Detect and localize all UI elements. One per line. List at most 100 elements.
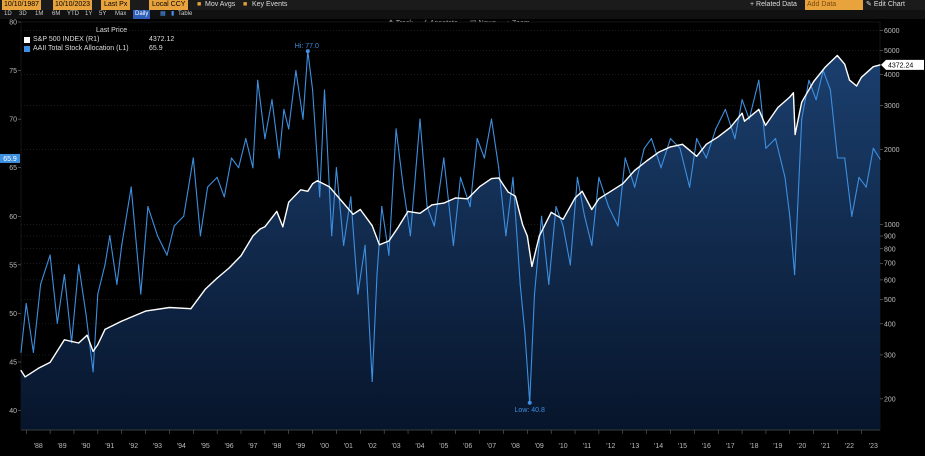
aaii-point bbox=[230, 157, 233, 159]
sp500-point bbox=[526, 235, 528, 237]
aaii-point bbox=[784, 176, 786, 178]
sp500-point bbox=[490, 178, 493, 180]
period-button-view-9[interactable]: ▦ bbox=[160, 11, 166, 17]
add-data-input[interactable]: Add Data bbox=[805, 0, 863, 10]
sp500-point bbox=[531, 265, 533, 267]
aaii-point bbox=[555, 206, 557, 208]
key-events-toggle[interactable]: Key Events bbox=[252, 1, 288, 8]
aaii-point bbox=[607, 206, 610, 208]
x-axis-label: '03 bbox=[392, 443, 401, 450]
period-button-6m[interactable]: 6M bbox=[52, 11, 61, 17]
right-axis-label: 6000 bbox=[884, 28, 900, 35]
period-toolbar bbox=[0, 10, 925, 19]
aaii-point bbox=[364, 244, 366, 246]
aaii-point bbox=[166, 254, 168, 256]
x-axis-label: '18 bbox=[749, 443, 758, 450]
aaii-point bbox=[40, 283, 42, 285]
x-axis-label: '07 bbox=[487, 443, 496, 450]
mov-avgs-checkbox-icon[interactable]: ■ bbox=[197, 1, 202, 8]
aaii-point bbox=[696, 138, 698, 140]
aaii-point bbox=[715, 128, 717, 130]
x-axis-label: '97 bbox=[248, 443, 257, 450]
mov-avgs-toggle[interactable]: Mov Avgs bbox=[205, 1, 236, 8]
sp500-point bbox=[598, 198, 600, 200]
currency-select[interactable]: Local CCY bbox=[149, 0, 189, 10]
sp500-last-value: 4372.24 bbox=[888, 62, 913, 69]
aaii-point bbox=[116, 283, 118, 285]
aaii-point bbox=[245, 138, 247, 140]
aaii-point bbox=[92, 371, 94, 373]
sp500-point bbox=[825, 66, 827, 68]
period-button-max[interactable]: Max bbox=[115, 11, 127, 17]
sp500-point bbox=[879, 64, 881, 66]
sp500-point bbox=[276, 210, 278, 212]
aaii-point bbox=[278, 157, 280, 159]
aaii-point bbox=[808, 79, 810, 81]
aaii-point bbox=[223, 196, 225, 198]
period-button-daily[interactable]: Daily bbox=[133, 10, 151, 19]
sp500-point bbox=[328, 186, 330, 188]
aaii-point bbox=[331, 235, 333, 237]
sp500-point bbox=[507, 191, 509, 193]
sp500-point bbox=[63, 339, 65, 341]
sp500-point bbox=[562, 218, 564, 220]
sp500-point bbox=[646, 160, 648, 162]
aaii-point bbox=[78, 264, 80, 266]
sp500-point bbox=[443, 202, 445, 204]
aaii-point bbox=[25, 303, 27, 305]
period-button-table[interactable]: Table bbox=[178, 11, 193, 17]
period-button-ytd[interactable]: YTD bbox=[67, 11, 79, 17]
sp500-point bbox=[758, 108, 760, 110]
sp500-point bbox=[49, 361, 51, 363]
edit-chart-button[interactable]: ✎ Edit Chart bbox=[866, 1, 905, 8]
period-button-1d[interactable]: 1D bbox=[4, 11, 12, 17]
period-button-5y[interactable]: 5Y bbox=[99, 11, 107, 17]
aaii-point bbox=[257, 79, 259, 81]
sp500-point bbox=[264, 226, 266, 228]
aaii-point bbox=[794, 274, 796, 276]
aaii-point bbox=[323, 89, 326, 91]
x-axis-label: '91 bbox=[105, 443, 114, 450]
end-date-field[interactable]: 10/10/2023 bbox=[53, 0, 93, 10]
period-button-3d[interactable]: 3D bbox=[19, 11, 27, 17]
aaii-point bbox=[741, 99, 743, 101]
x-axis-label: '88 bbox=[34, 443, 43, 450]
x-axis-label: '11 bbox=[583, 443, 592, 450]
x-axis-label: '02 bbox=[368, 443, 377, 450]
aaii-point bbox=[295, 70, 297, 72]
x-axis-label: '99 bbox=[296, 443, 305, 450]
aaii-last-tag bbox=[0, 153, 20, 163]
annotation-label: Hi: 77.0 bbox=[295, 43, 319, 50]
x-axis-label: '10 bbox=[559, 443, 568, 450]
start-date-field[interactable]: 10/10/1987 bbox=[2, 0, 42, 10]
sp500-point bbox=[522, 224, 524, 226]
sp500-point bbox=[856, 85, 858, 87]
sp500-point bbox=[378, 244, 380, 246]
aaii-point bbox=[815, 99, 817, 101]
sp500-point bbox=[696, 155, 698, 157]
sp500-point bbox=[307, 190, 309, 192]
sp500-point bbox=[407, 210, 409, 212]
aaii-point bbox=[748, 118, 750, 120]
x-axis-label: '00 bbox=[320, 443, 329, 450]
period-button-1y[interactable]: 1Y bbox=[85, 11, 93, 17]
sp500-point bbox=[622, 183, 624, 185]
aaii-point bbox=[343, 244, 345, 246]
key-events-checkbox-icon[interactable]: ■ bbox=[243, 1, 248, 8]
sp500-point bbox=[479, 186, 481, 188]
aaii-point bbox=[156, 235, 159, 237]
related-data-button[interactable]: + Related Data bbox=[750, 1, 797, 8]
aaii-point bbox=[533, 293, 536, 295]
right-axis-label: 600 bbox=[884, 277, 896, 284]
sp500-point bbox=[228, 267, 230, 269]
aaii-point bbox=[836, 157, 839, 159]
period-button-1m[interactable]: 1M bbox=[35, 11, 44, 17]
aaii-point bbox=[598, 176, 600, 178]
price-field-select[interactable]: Last Px bbox=[101, 0, 131, 10]
period-button-view-10[interactable]: ▮ bbox=[171, 11, 175, 17]
sp500-point bbox=[777, 106, 779, 109]
aaii-point bbox=[844, 157, 846, 159]
sp500-point bbox=[282, 226, 284, 228]
sp500-point bbox=[300, 189, 302, 191]
